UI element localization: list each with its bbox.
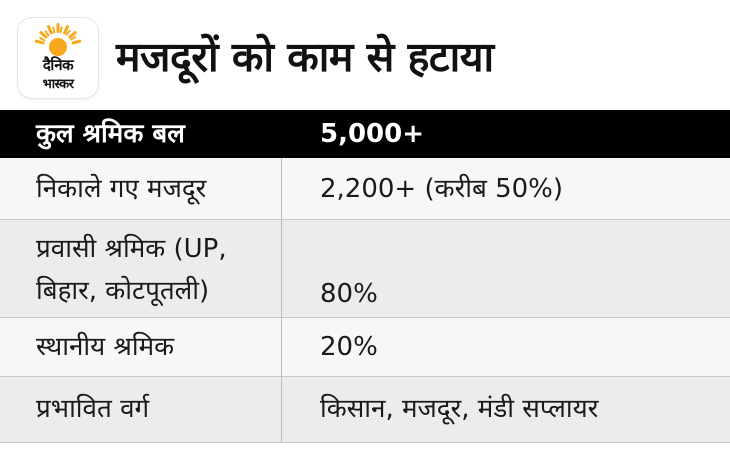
row-divider <box>0 219 730 220</box>
page-title: मजदूरों को काम से हटाया <box>116 33 494 81</box>
row-value: किसान, मजदूर, मंडी सप्लायर <box>320 394 599 424</box>
row-value: 20% <box>320 332 378 362</box>
header: दैनिक भास्कर मजदूरों को काम से हटाया <box>0 0 730 110</box>
data-table: कुल श्रमिक बल 5,000+ निकाले गए मजदूर 2,2… <box>0 110 730 443</box>
table-row: प्रवासी श्रमिक (UP, बिहार, कोटपूतली) 80% <box>0 220 730 318</box>
row-label: प्रभावित वर्ग <box>36 394 150 424</box>
table-row: निकाले गए मजदूर 2,200+ (करीब 50%) <box>0 158 730 220</box>
row-divider <box>0 376 730 377</box>
row-divider <box>0 442 730 443</box>
footer-space <box>0 443 730 464</box>
header-value: 5,000+ <box>320 119 425 149</box>
logo-text-bhaskar: भास्कर <box>42 77 74 92</box>
row-value: 80% <box>320 279 378 309</box>
row-divider <box>0 317 730 318</box>
row-value: 2,200+ (करीब 50%) <box>320 174 564 204</box>
row-label-line: बिहार, कोटपूतली) <box>36 276 210 306</box>
row-label: स्थानीय श्रमिक <box>36 332 175 362</box>
table-row: प्रभावित वर्ग किसान, मजदूर, मंडी सप्लायर <box>0 377 730 443</box>
logo-text-dainik: दैनिक <box>42 56 74 74</box>
row-label: निकाले गए मजदूर <box>36 174 207 204</box>
row-label-line: प्रवासी श्रमिक (UP, <box>36 234 227 264</box>
column-divider <box>281 158 282 443</box>
row-label: प्रवासी श्रमिक (UP, बिहार, कोटपूतली) <box>36 228 227 312</box>
table-header-row: कुल श्रमिक बल 5,000+ <box>0 110 730 158</box>
sun-icon <box>34 23 82 56</box>
dainik-bhaskar-logo: दैनिक भास्कर <box>18 18 98 98</box>
header-label: कुल श्रमिक बल <box>36 119 185 149</box>
table-row: स्थानीय श्रमिक 20% <box>0 318 730 377</box>
